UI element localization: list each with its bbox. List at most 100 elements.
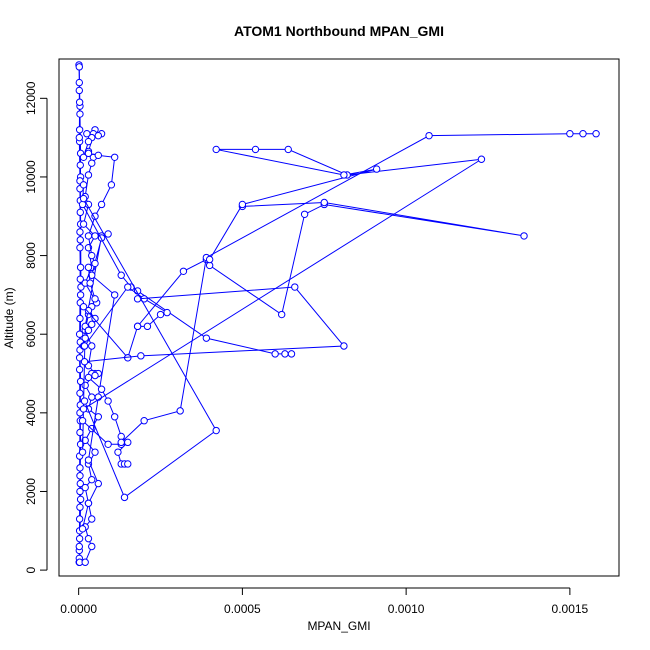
data-point	[76, 389, 84, 397]
data-point	[340, 342, 348, 350]
data-point	[124, 283, 132, 291]
data-point	[281, 350, 289, 358]
data-point	[94, 131, 103, 140]
y-tick-label: 4000	[24, 399, 38, 426]
data-point	[238, 200, 247, 209]
data-point	[84, 456, 93, 464]
data-point	[110, 291, 119, 299]
y-tick-label: 0	[24, 566, 38, 573]
data-point	[75, 354, 84, 362]
data-point	[75, 542, 84, 551]
series-12	[79, 194, 220, 502]
data-point	[76, 464, 84, 472]
data-point	[76, 487, 84, 496]
data-point	[80, 397, 89, 405]
data-point	[84, 306, 93, 315]
data-point	[284, 145, 292, 154]
x-tick-label: 0.0010	[388, 602, 425, 616]
data-point	[88, 271, 96, 279]
data-point	[425, 131, 433, 140]
data-point	[110, 153, 119, 161]
data-point	[124, 438, 132, 447]
data-point	[76, 208, 84, 217]
data-point	[340, 171, 348, 179]
data-point	[79, 302, 88, 311]
data-point	[477, 155, 486, 163]
data-point	[91, 232, 99, 240]
x-axis: 0.0000 0.0005 0.0010 0.0015	[60, 587, 589, 616]
data-point	[81, 381, 89, 390]
x-tick-label: 0.0000	[60, 602, 97, 616]
series-10	[80, 283, 348, 366]
x-axis-label: MPAN_GMI	[307, 619, 370, 633]
data-point	[140, 417, 148, 425]
data-point	[78, 448, 87, 456]
data-point	[81, 558, 89, 566]
data-point	[137, 352, 145, 360]
data-point	[156, 310, 165, 319]
data-point	[120, 493, 129, 502]
data-point	[84, 326, 93, 334]
data-point	[94, 151, 103, 160]
data-point	[76, 161, 84, 169]
data-point	[75, 63, 84, 71]
data-point	[76, 244, 84, 252]
data-point	[84, 499, 93, 507]
data-point	[84, 373, 93, 382]
series-line	[83, 148, 482, 410]
data-point	[104, 230, 112, 238]
data-point	[104, 440, 112, 448]
data-point	[78, 417, 87, 425]
series-line	[83, 198, 217, 499]
data-point	[97, 385, 106, 393]
data-point	[76, 228, 84, 236]
data-point	[84, 263, 93, 272]
data-point	[78, 525, 87, 533]
data-point	[91, 448, 99, 456]
data-point	[88, 320, 96, 329]
data-point	[291, 283, 299, 291]
data-point	[75, 126, 84, 134]
data-point	[592, 130, 600, 138]
y-tick-label: 12000	[24, 81, 38, 115]
data-layer	[75, 61, 600, 566]
data-point	[75, 515, 84, 523]
y-tick-label: 6000	[24, 321, 38, 348]
data-point	[212, 145, 220, 154]
data-point	[79, 220, 88, 228]
data-point	[76, 503, 84, 511]
y-axis: 0 2000 4000 6000 8000 10000 12000	[24, 81, 48, 573]
data-point	[320, 198, 328, 207]
data-point	[205, 255, 214, 264]
data-point	[300, 210, 309, 219]
series-line	[83, 129, 99, 563]
data-point	[277, 310, 286, 319]
series-11	[78, 130, 600, 448]
data-point	[79, 194, 88, 203]
series-line	[83, 201, 525, 359]
data-point	[78, 200, 87, 209]
data-point	[79, 405, 88, 413]
data-point	[251, 145, 260, 154]
data-point	[91, 259, 99, 268]
series-6	[84, 369, 132, 468]
series-3	[78, 230, 119, 533]
data-point	[76, 479, 84, 488]
data-point	[88, 159, 96, 167]
data-point	[110, 413, 119, 421]
y-tick-label: 8000	[24, 242, 38, 269]
y-tick-label: 10000	[24, 160, 38, 194]
x-tick-label: 0.0005	[224, 602, 261, 616]
data-point	[81, 334, 89, 342]
data-point	[75, 98, 84, 106]
data-point	[91, 371, 99, 380]
data-point	[79, 181, 88, 189]
data-point	[76, 263, 85, 272]
data-point	[76, 236, 84, 244]
data-point	[76, 495, 85, 504]
data-point	[80, 358, 89, 366]
data-point	[104, 397, 112, 405]
data-point	[86, 279, 94, 287]
